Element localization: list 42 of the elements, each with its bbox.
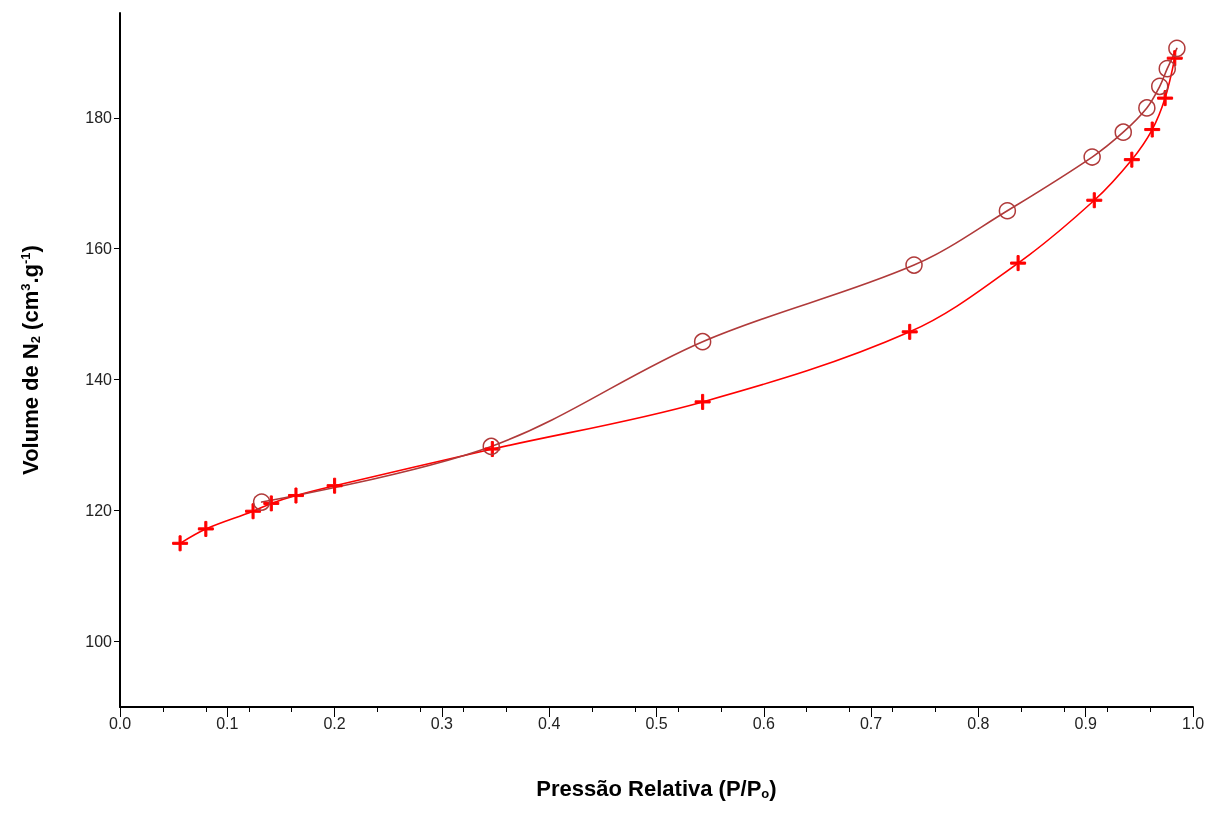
x-tick-label: 0.9 — [1074, 714, 1097, 732]
point — [1168, 39, 1186, 58]
point — [901, 323, 918, 340]
point — [998, 201, 1017, 220]
y-tick-label: 140 — [85, 371, 113, 389]
point — [263, 495, 280, 512]
x-tick-label: 0.5 — [645, 714, 668, 732]
x-tick-label: 0.7 — [859, 714, 883, 732]
point — [1138, 99, 1156, 117]
point — [1158, 59, 1176, 78]
point — [1086, 192, 1103, 209]
point — [172, 535, 189, 552]
x-tick-label: 0.6 — [752, 714, 776, 732]
x-tick-label: 1.0 — [1181, 714, 1205, 732]
point — [197, 520, 214, 537]
point — [1151, 77, 1169, 96]
x-tick-label: 0.4 — [538, 714, 561, 732]
x-axis-title: Pressão Relativa (P/Po) — [536, 776, 777, 801]
point — [1114, 123, 1133, 141]
point — [1123, 151, 1140, 168]
x-tick-label: 0.0 — [108, 714, 132, 732]
x-tick-label: 0.1 — [216, 714, 239, 732]
point — [905, 256, 923, 274]
point — [693, 332, 712, 351]
point — [1144, 121, 1161, 138]
point — [245, 503, 262, 520]
point — [1083, 148, 1101, 166]
y-tick-label: 180 — [85, 109, 113, 127]
point — [287, 487, 304, 504]
y-tick-label: 160 — [85, 240, 113, 258]
y-axis-title: Volume de N2 (cm3.g-1) — [18, 245, 43, 475]
x-tick-label: 0.3 — [430, 714, 454, 732]
point — [694, 393, 711, 410]
point — [1157, 90, 1174, 107]
x-tick-label: 0.2 — [323, 714, 346, 732]
point — [326, 477, 343, 494]
point — [1010, 255, 1027, 272]
x-tick-label: 0.8 — [967, 714, 990, 732]
point — [482, 437, 501, 456]
y-tick-label: 100 — [85, 633, 113, 651]
point — [252, 493, 271, 511]
y-tick-label: 120 — [85, 502, 113, 520]
